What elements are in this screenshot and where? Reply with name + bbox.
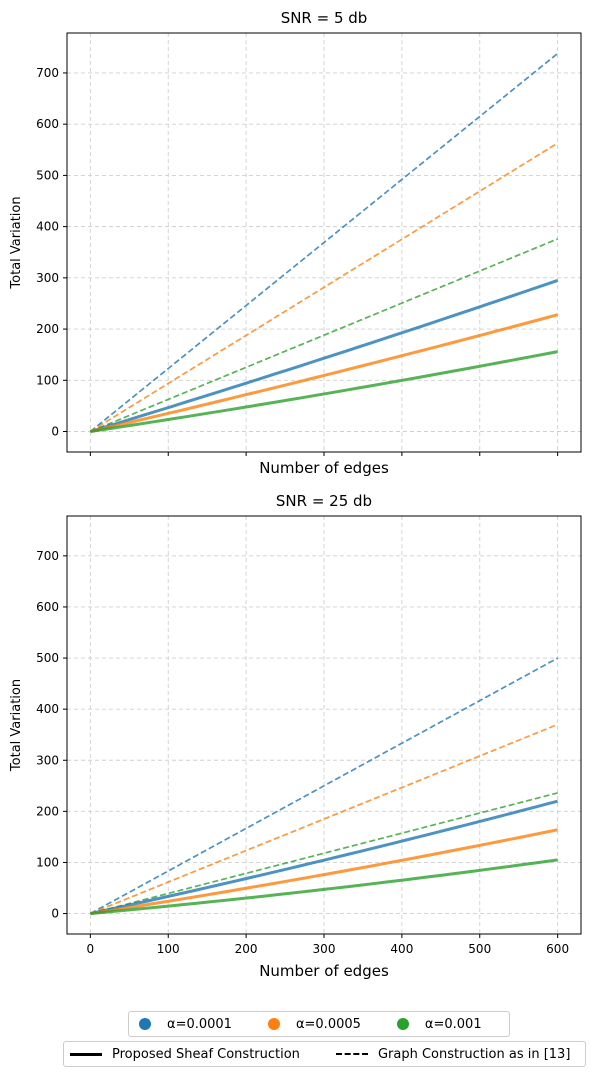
legend-item-alpha-2: α=0.0005 <box>267 1016 361 1032</box>
x-axis-label: Number of edges <box>259 962 389 980</box>
series-line-solid-1 <box>90 799 559 916</box>
legend-label: α=0.0001 <box>167 1016 232 1032</box>
legend-marker-green <box>396 1018 409 1030</box>
x-tick-label: 500 <box>468 942 491 956</box>
series-line-solid-3 <box>90 858 558 916</box>
y-tick-label: 500 <box>36 168 59 182</box>
x-tick-label: 600 <box>546 942 569 956</box>
legend-label: α=0.0005 <box>295 1016 361 1032</box>
legend-item-dashed: Graph Construction as in [13] <box>335 1046 571 1062</box>
legend-item-alpha-1: α=0.0001 <box>139 1017 232 1032</box>
legend-label: Proposed Sheaf Construction <box>112 1046 300 1062</box>
y-tick-label: 300 <box>36 753 59 767</box>
alpha-legend: α=0.0001 α=0.0005 α=0.001 <box>128 1011 510 1037</box>
y-tick-label: 600 <box>36 600 59 614</box>
y-tick-label: 200 <box>36 804 59 818</box>
series-line-dashed-6 <box>90 238 558 433</box>
legend-marker-blue <box>139 1018 151 1030</box>
chart-panel-1: 0 100 200 300 400 500 600 700 SNR = 5 db Number o… <box>9 9 582 477</box>
x-tick-label: 100 <box>157 942 180 956</box>
series-line-dashed-4 <box>89 52 559 433</box>
legend-label: Graph Construction as in [13] <box>377 1046 571 1062</box>
series-line-solid-3 <box>90 350 558 433</box>
x-tick-label: 0 <box>87 942 95 956</box>
x-axis-label: Number of edges <box>259 459 389 477</box>
series-line-dashed-5 <box>90 723 558 915</box>
y-tick-label: 400 <box>36 220 59 234</box>
solid-line-swatch <box>70 1052 102 1056</box>
y-axis-label: Total Variation <box>9 679 24 772</box>
y-tick-label: 0 <box>51 907 59 921</box>
y-tick-label: 0 <box>51 425 59 439</box>
y-tick-label: 600 <box>36 117 59 131</box>
y-tick-label: 100 <box>36 373 59 387</box>
x-tick-label: 300 <box>313 942 336 956</box>
series-line-solid-2 <box>90 313 559 433</box>
legend-marker-orange <box>267 1018 280 1030</box>
y-tick-label: 200 <box>36 322 59 336</box>
plot-frame <box>66 515 582 935</box>
series-line-solid-1 <box>89 278 559 433</box>
y-tick-label: 700 <box>36 66 59 80</box>
dashed-line-swatch <box>335 1053 368 1055</box>
series-line-dashed-5 <box>89 142 559 433</box>
series-line-dashed-4 <box>89 657 559 915</box>
y-tick-label: 400 <box>36 702 59 716</box>
y-tick-label: 500 <box>36 651 59 665</box>
legend-label: α=0.001 <box>424 1016 482 1032</box>
y-tick-label: 300 <box>36 271 59 285</box>
y-tick-label: 700 <box>36 549 59 563</box>
y-tick-label: 100 <box>36 855 59 869</box>
legend-item-solid: Proposed Sheaf Construction <box>70 1047 300 1062</box>
series-line-solid-2 <box>90 828 558 916</box>
y-axis-label: Total Variation <box>9 196 24 289</box>
x-tick-label: 400 <box>390 942 413 956</box>
legend-item-alpha-3: α=0.001 <box>396 1016 482 1032</box>
x-tick-label: 200 <box>235 942 258 956</box>
chart-panel-2: 0 100 200 300 400 500 600 0 100 200 300 400 500 600 70… <box>9 492 582 980</box>
style-legend: Proposed Sheaf Construction Graph Constr… <box>63 1041 586 1067</box>
chart-title: SNR = 5 db <box>281 9 368 27</box>
chart-title: SNR = 25 db <box>276 492 372 510</box>
